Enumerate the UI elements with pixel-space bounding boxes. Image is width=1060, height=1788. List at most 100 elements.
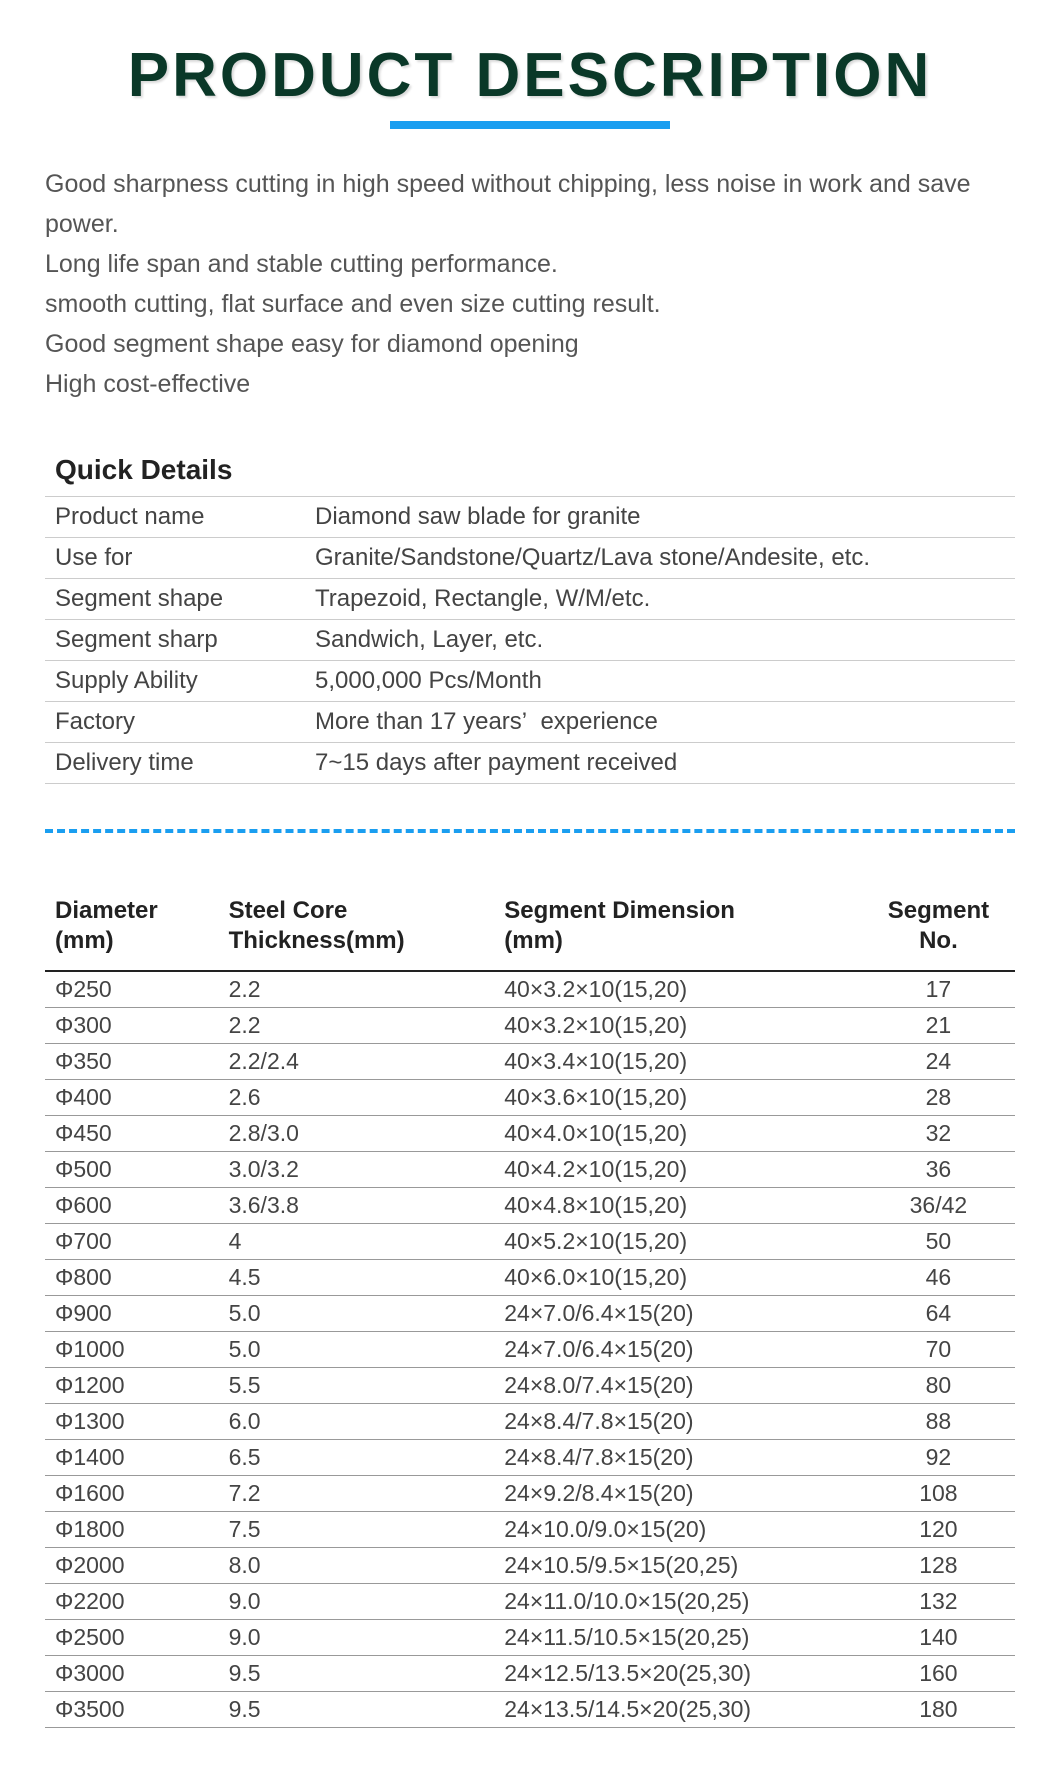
spec-column-header: Diameter(mm) (45, 888, 219, 971)
spec-cell: 7.2 (219, 1476, 495, 1512)
details-value: 5,000,000 Pcs/Month (305, 661, 1015, 702)
spec-cell: Φ300 (45, 1008, 219, 1044)
spec-row: Φ25009.024×11.5/10.5×15(20,25)140 (45, 1620, 1015, 1656)
description-line: smooth cutting, flat surface and even si… (45, 284, 1015, 324)
spec-row: Φ9005.024×7.0/6.4×15(20)64 (45, 1296, 1015, 1332)
spec-cell: 24×13.5/14.5×20(25,30) (494, 1692, 862, 1728)
spec-cell: 9.5 (219, 1692, 495, 1728)
spec-row: Φ4502.8/3.040×4.0×10(15,20)32 (45, 1116, 1015, 1152)
details-label: Supply Ability (45, 661, 305, 702)
details-row: Supply Ability5,000,000 Pcs/Month (45, 661, 1015, 702)
spec-cell: Φ900 (45, 1296, 219, 1332)
spec-row: Φ30009.524×12.5/13.5×20(25,30)160 (45, 1656, 1015, 1692)
spec-cell: 2.2 (219, 1008, 495, 1044)
spec-row: Φ35009.524×13.5/14.5×20(25,30)180 (45, 1692, 1015, 1728)
spec-cell: 4 (219, 1224, 495, 1260)
spec-row: Φ20008.024×10.5/9.5×15(20,25)128 (45, 1548, 1015, 1584)
title-underline (390, 121, 670, 129)
spec-cell: 24×9.2/8.4×15(20) (494, 1476, 862, 1512)
spec-cell: 40×6.0×10(15,20) (494, 1260, 862, 1296)
spec-cell: 2.8/3.0 (219, 1116, 495, 1152)
spec-cell: 92 (862, 1440, 1015, 1476)
spec-cell: 70 (862, 1332, 1015, 1368)
description-line: Good segment shape easy for diamond open… (45, 324, 1015, 364)
spec-row: Φ22009.024×11.0/10.0×15(20,25)132 (45, 1584, 1015, 1620)
details-value: 7~15 days after payment received (305, 743, 1015, 784)
spec-cell: 40×3.6×10(15,20) (494, 1080, 862, 1116)
spec-cell: 5.0 (219, 1296, 495, 1332)
spec-cell: Φ800 (45, 1260, 219, 1296)
spec-cell: 24×10.0/9.0×15(20) (494, 1512, 862, 1548)
spec-column-header: Segment Dimension(mm) (494, 888, 862, 971)
spec-cell: 9.0 (219, 1620, 495, 1656)
spec-row: Φ3002.240×3.2×10(15,20)21 (45, 1008, 1015, 1044)
spec-cell: 5.0 (219, 1332, 495, 1368)
spec-row: Φ12005.524×8.0/7.4×15(20)80 (45, 1368, 1015, 1404)
spec-cell: 40×3.2×10(15,20) (494, 1008, 862, 1044)
spec-cell: 8.0 (219, 1548, 495, 1584)
details-label: Factory (45, 702, 305, 743)
details-label: Product name (45, 497, 305, 538)
spec-cell: Φ600 (45, 1188, 219, 1224)
spec-cell: 24×7.0/6.4×15(20) (494, 1332, 862, 1368)
spec-cell: 24×8.4/7.8×15(20) (494, 1404, 862, 1440)
details-row: Segment sharpSandwich, Layer, etc. (45, 620, 1015, 661)
spec-cell: Φ1400 (45, 1440, 219, 1476)
spec-cell: Φ3000 (45, 1656, 219, 1692)
spec-cell: 7.5 (219, 1512, 495, 1548)
spec-cell: 6.0 (219, 1404, 495, 1440)
spec-cell: Φ3500 (45, 1692, 219, 1728)
details-label: Segment sharp (45, 620, 305, 661)
spec-cell: 50 (862, 1224, 1015, 1260)
details-value: Diamond saw blade for granite (305, 497, 1015, 538)
spec-cell: 3.6/3.8 (219, 1188, 495, 1224)
details-value: Sandwich, Layer, etc. (305, 620, 1015, 661)
spec-row: Φ14006.524×8.4/7.8×15(20)92 (45, 1440, 1015, 1476)
details-row: Use forGranite/Sandstone/Quartz/Lava sto… (45, 538, 1015, 579)
details-label: Segment shape (45, 579, 305, 620)
quick-details-table: Product nameDiamond saw blade for granit… (45, 496, 1015, 784)
details-row: Product nameDiamond saw blade for granit… (45, 497, 1015, 538)
spec-cell: 24×7.0/6.4×15(20) (494, 1296, 862, 1332)
spec-cell: 24×8.4/7.8×15(20) (494, 1440, 862, 1476)
spec-row: Φ2502.240×3.2×10(15,20)17 (45, 971, 1015, 1008)
spec-cell: 17 (862, 971, 1015, 1008)
description-line: Good sharpness cutting in high speed wit… (45, 164, 1015, 244)
details-value: Trapezoid, Rectangle, W/M/etc. (305, 579, 1015, 620)
spec-cell: 108 (862, 1476, 1015, 1512)
title-section: PRODUCT DESCRIPTION (45, 40, 1015, 129)
spec-cell: 9.0 (219, 1584, 495, 1620)
spec-row: Φ700440×5.2×10(15,20)50 (45, 1224, 1015, 1260)
spec-cell: 36/42 (862, 1188, 1015, 1224)
spec-cell: 128 (862, 1548, 1015, 1584)
spec-cell: 2.2 (219, 971, 495, 1008)
spec-cell: 3.0/3.2 (219, 1152, 495, 1188)
spec-cell: 64 (862, 1296, 1015, 1332)
spec-cell: Φ350 (45, 1044, 219, 1080)
spec-row: Φ3502.2/2.440×3.4×10(15,20)24 (45, 1044, 1015, 1080)
spec-cell: 5.5 (219, 1368, 495, 1404)
spec-cell: 21 (862, 1008, 1015, 1044)
details-label: Delivery time (45, 743, 305, 784)
spec-cell: 28 (862, 1080, 1015, 1116)
spec-cell: 46 (862, 1260, 1015, 1296)
spec-cell: Φ2500 (45, 1620, 219, 1656)
spec-cell: 24×11.5/10.5×15(20,25) (494, 1620, 862, 1656)
spec-cell: 180 (862, 1692, 1015, 1728)
spec-row: Φ13006.024×8.4/7.8×15(20)88 (45, 1404, 1015, 1440)
spec-cell: 40×3.2×10(15,20) (494, 971, 862, 1008)
spec-cell: 2.6 (219, 1080, 495, 1116)
spec-cell: 6.5 (219, 1440, 495, 1476)
page-title: PRODUCT DESCRIPTION (45, 40, 1015, 111)
spec-cell: Φ700 (45, 1224, 219, 1260)
spec-cell: 24×10.5/9.5×15(20,25) (494, 1548, 862, 1584)
spec-column-header: Steel CoreThickness(mm) (219, 888, 495, 971)
spec-cell: 2.2/2.4 (219, 1044, 495, 1080)
spec-cell: Φ1200 (45, 1368, 219, 1404)
details-row: FactoryMore than 17 years’ experience (45, 702, 1015, 743)
details-value: Granite/Sandstone/Quartz/Lava stone/Ande… (305, 538, 1015, 579)
description-line: High cost-effective (45, 364, 1015, 404)
spec-row: Φ5003.0/3.240×4.2×10(15,20)36 (45, 1152, 1015, 1188)
details-row: Segment shapeTrapezoid, Rectangle, W/M/e… (45, 579, 1015, 620)
spec-cell: 4.5 (219, 1260, 495, 1296)
